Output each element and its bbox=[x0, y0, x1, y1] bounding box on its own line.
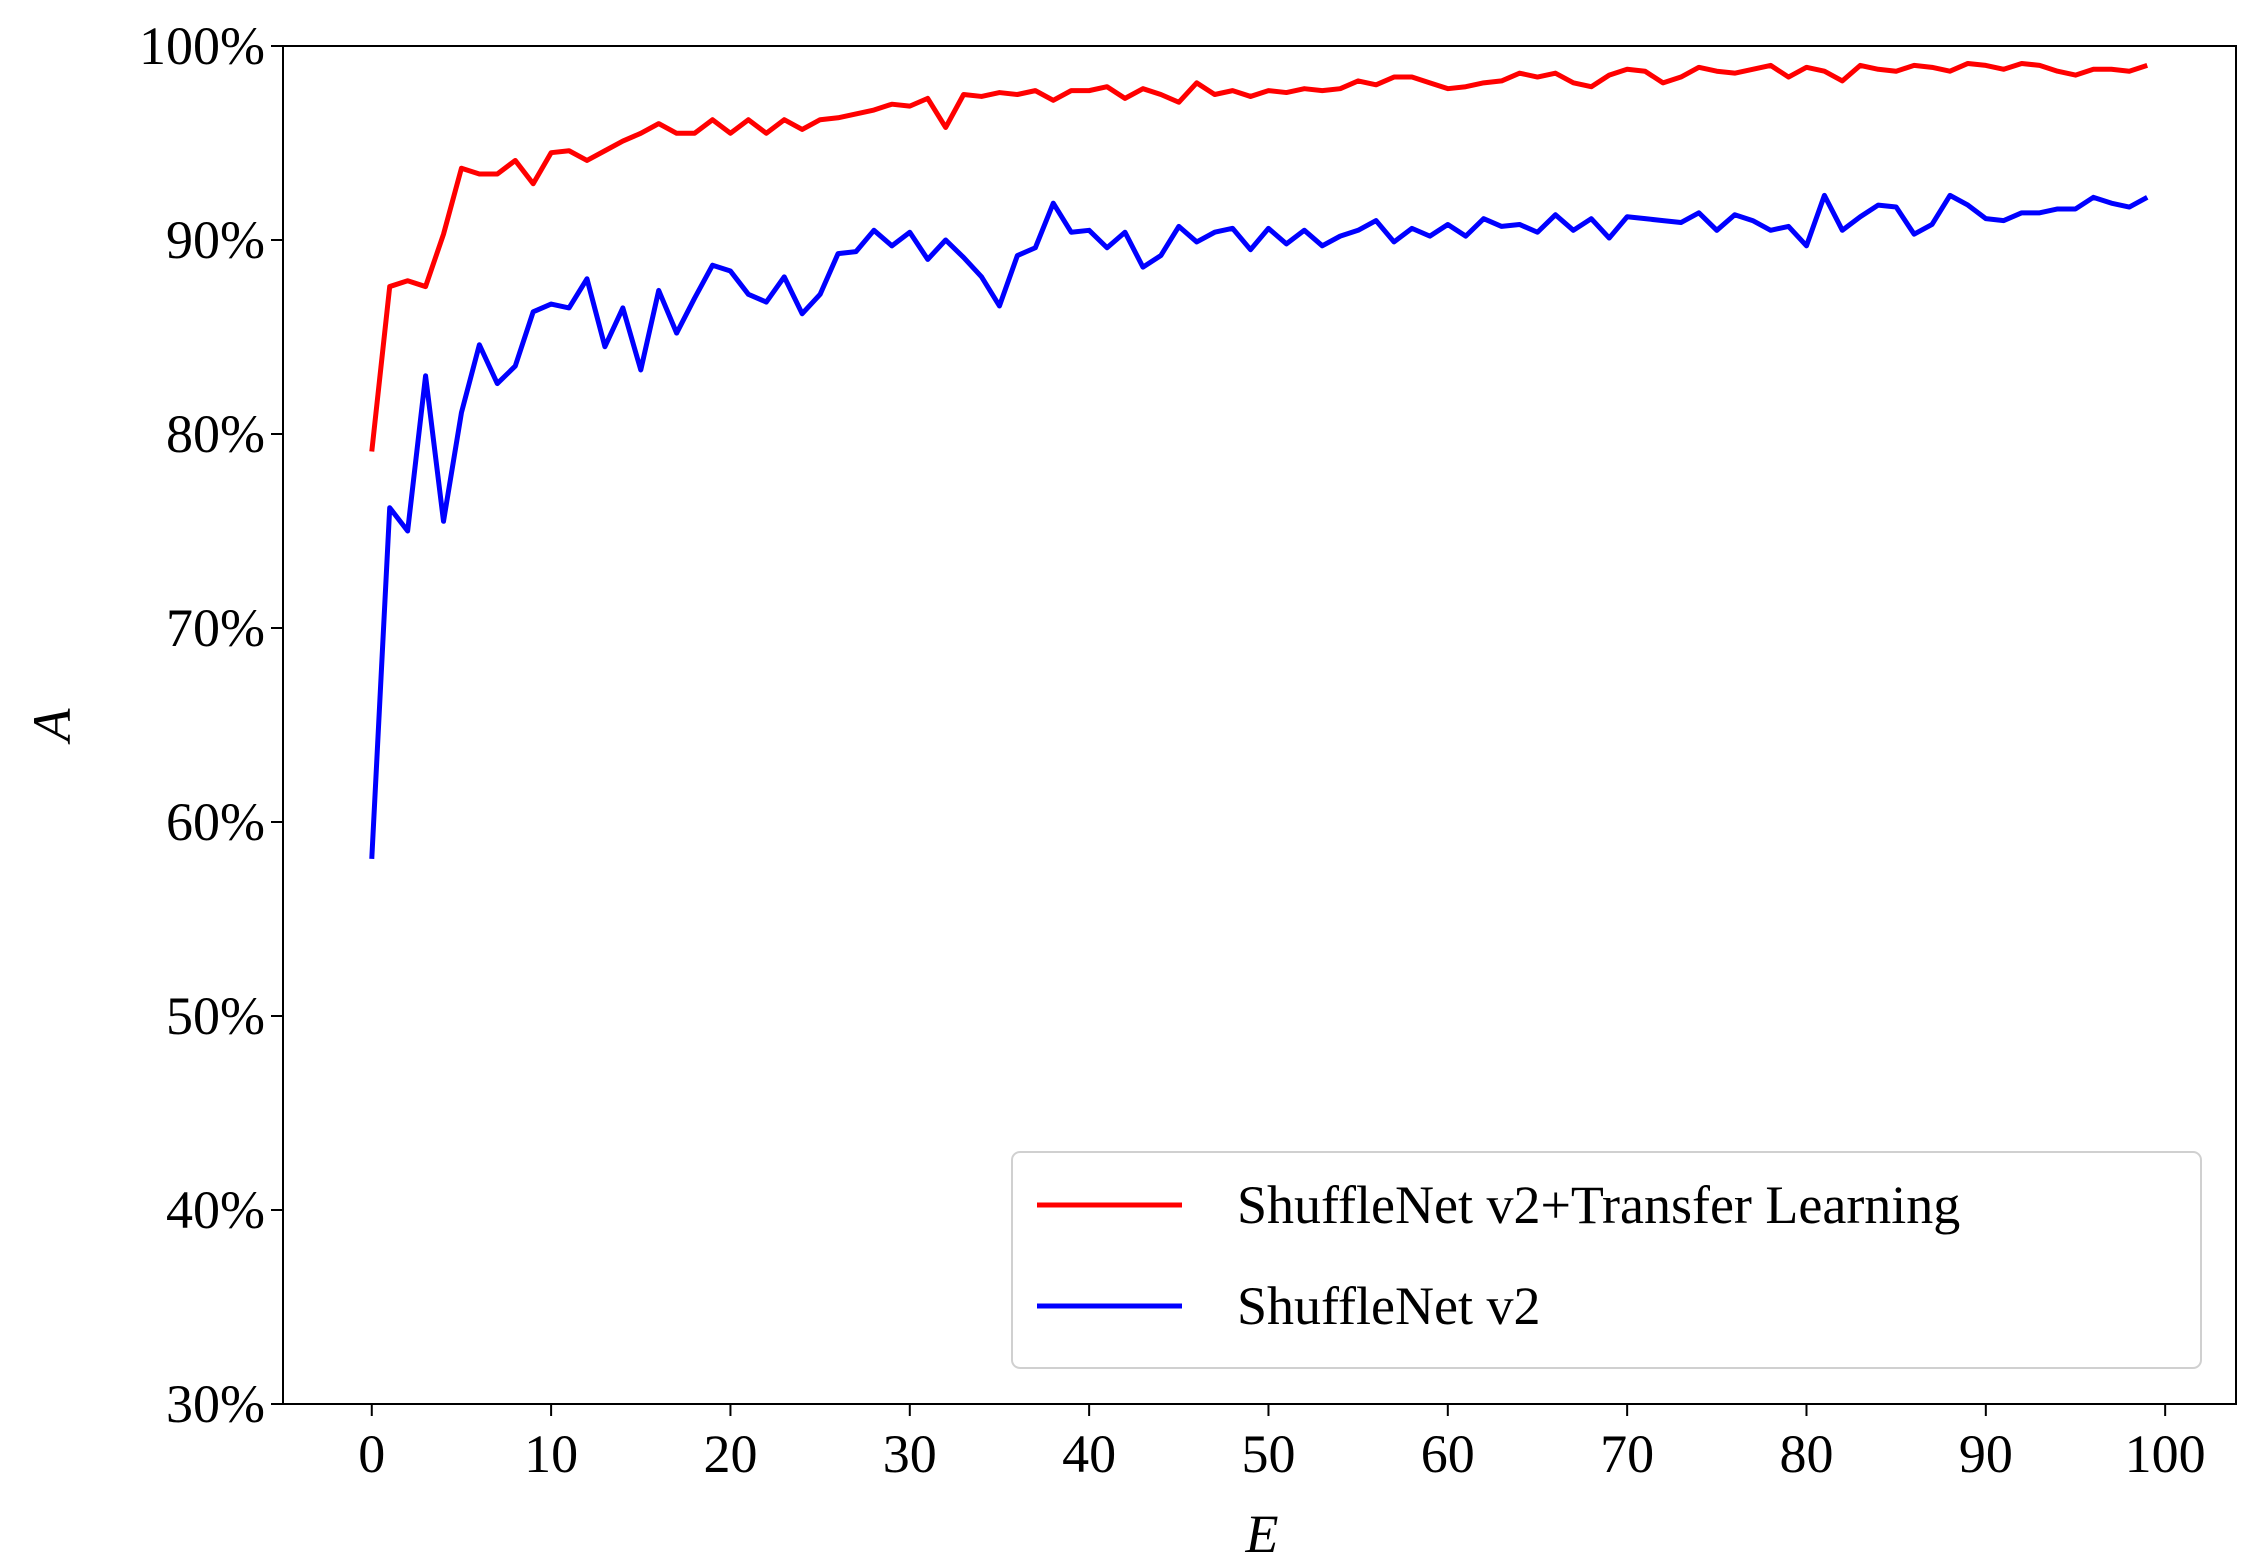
series-line bbox=[369, 192, 2149, 859]
y-tick-label: 60% bbox=[166, 792, 265, 852]
legend-box bbox=[1011, 1151, 2202, 1369]
y-tick-label: 40% bbox=[166, 1180, 265, 1240]
y-axis-label: A bbox=[22, 708, 82, 745]
x-tick-label: 90 bbox=[1959, 1424, 2013, 1484]
y-tick-label: 100% bbox=[139, 16, 265, 76]
x-tick-label: 50 bbox=[1241, 1424, 1295, 1484]
x-tick-label: 0 bbox=[358, 1424, 385, 1484]
x-tick-label: 10 bbox=[524, 1424, 578, 1484]
y-tick-label: 70% bbox=[166, 598, 265, 658]
x-axis-label: E bbox=[1245, 1504, 1279, 1564]
x-tick-label: 80 bbox=[1779, 1424, 1833, 1484]
y-tick-label: 90% bbox=[166, 210, 265, 270]
x-tick-label: 100 bbox=[2125, 1424, 2206, 1484]
x-tick-label: 40 bbox=[1062, 1424, 1116, 1484]
y-tick-label: 50% bbox=[166, 986, 265, 1046]
x-tick-label: 20 bbox=[703, 1424, 757, 1484]
x-tick-label: 60 bbox=[1421, 1424, 1475, 1484]
x-tick-label: 30 bbox=[883, 1424, 937, 1484]
plot-frame bbox=[282, 45, 2237, 1405]
y-tick-label: 30% bbox=[166, 1374, 265, 1434]
legend-label: ShuffleNet v2+Transfer Learning bbox=[1237, 1175, 1960, 1235]
y-tick-label: 80% bbox=[166, 404, 265, 464]
x-tick-label: 70 bbox=[1600, 1424, 1654, 1484]
series-line bbox=[369, 60, 2149, 452]
legend-label: ShuffleNet v2 bbox=[1237, 1276, 1540, 1336]
